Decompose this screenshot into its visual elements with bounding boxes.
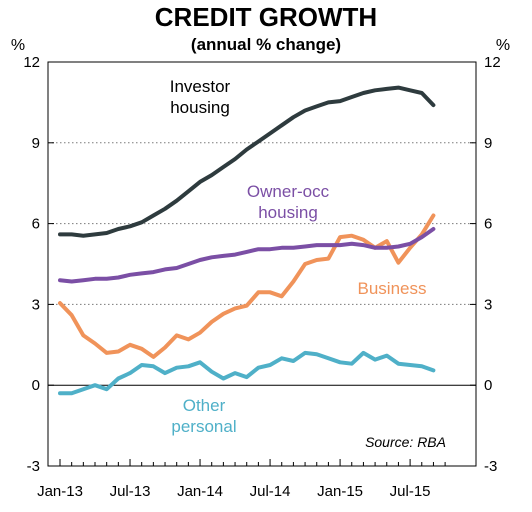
series-label: personal [171, 417, 236, 436]
series-line-investor-housing [58, 85, 436, 238]
y-tick-label-right: 9 [484, 135, 492, 152]
x-tick-label: Jul-13 [110, 483, 151, 500]
x-tick-label: Jan-13 [37, 483, 83, 500]
y-tick-label-left: 0 [32, 377, 40, 394]
x-tick-label: Jul-14 [250, 483, 291, 500]
series-label: Owner-occ [247, 182, 330, 201]
y-tick-label-right: 0 [484, 377, 492, 394]
series-label: Business [358, 279, 427, 298]
y-tick-label-left: -3 [27, 458, 40, 475]
series-line-owner-occ-housing [58, 227, 436, 284]
y-tick-label-left: 6 [32, 216, 40, 233]
y-tick-label-left: 9 [32, 135, 40, 152]
y-tick-label-right: 6 [484, 216, 492, 233]
gridlines [48, 142, 476, 386]
x-tick-label: Jul-15 [390, 483, 431, 500]
chart-subtitle: (annual % change) [191, 35, 341, 54]
x-axis-ticks: Jan-13 Jul-13 Jan-14 Jul-14 Jan-15 Jul-15 [37, 459, 446, 500]
series-label: housing [170, 98, 230, 117]
y-unit-right: % [496, 37, 510, 54]
series-line-other-personal [58, 350, 436, 396]
plot-frame [47, 61, 477, 467]
y-tick-label-right: 12 [484, 54, 501, 71]
y-tick-label-left: 3 [32, 296, 40, 313]
x-tick-label: Jan-14 [177, 483, 223, 500]
series-label: Other [183, 396, 226, 415]
y-tick-label-right: 3 [484, 296, 492, 313]
series-label: Investor [170, 77, 231, 96]
x-tick-label: Jan-15 [317, 483, 363, 500]
y-tick-label-right: -3 [484, 458, 497, 475]
chart-title: CREDIT GROWTH [155, 2, 377, 32]
series-labels: Investor housing Owner-occ housing Business O… [170, 77, 427, 436]
series-lines [58, 85, 436, 396]
series-label: housing [258, 203, 318, 222]
y-axis-ticks: 12 12 9 9 6 6 3 3 0 0 -3 -3 [23, 54, 500, 475]
y-unit-left: % [11, 37, 25, 54]
source-note: Source: RBA [365, 434, 446, 450]
y-tick-label-left: 12 [23, 54, 40, 71]
